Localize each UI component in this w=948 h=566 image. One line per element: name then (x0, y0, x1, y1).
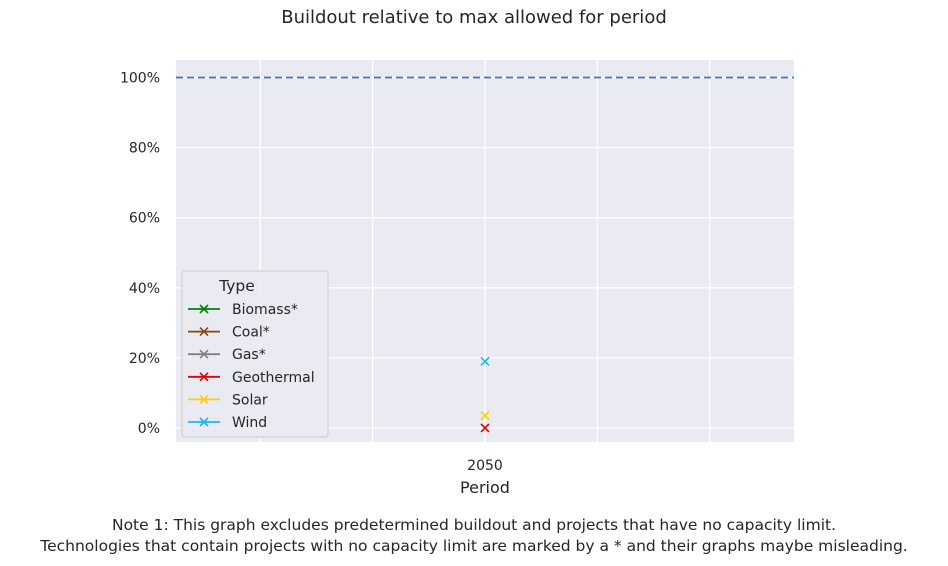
y-tick-label: 0% (138, 421, 160, 437)
legend-swatch-marker (199, 394, 209, 404)
x-tick-label: 2050 (467, 458, 503, 474)
y-tick-label: 20% (129, 351, 160, 367)
x-axis-label: Period (460, 478, 510, 497)
legend-swatch-marker (199, 372, 209, 382)
legend-entry-biomass: Biomass* (188, 302, 298, 318)
legend-title: Type (218, 277, 255, 295)
footnote: Note 1: This graph excludes predetermine… (0, 515, 948, 557)
y-tick-label: 100% (120, 71, 160, 87)
data-point-wind (480, 356, 490, 366)
y-tick-label: 60% (129, 211, 160, 227)
legend-swatch-marker (199, 417, 209, 427)
y-tick-label: 80% (129, 141, 160, 157)
legend-entry-wind: Wind (188, 415, 267, 431)
legend-label: Gas* (232, 347, 266, 363)
y-tick-label: 40% (129, 281, 160, 297)
legend: Type Biomass* Coal* Gas* Geothermal Solar Wind (181, 270, 329, 438)
data-point-solar (480, 411, 490, 421)
legend-entry-coal: Coal* (188, 325, 270, 341)
legend-swatch-marker (199, 327, 209, 337)
plot-area: 0% 20% 40% 60% 80% 100% 2050 Period Type Biomass*… (120, 60, 794, 497)
footnote-line-2: Technologies that contain projects with … (40, 537, 908, 555)
footnote-line-1: Note 1: This graph excludes predetermine… (111, 516, 837, 534)
legend-label: Wind (232, 415, 267, 431)
data-point-geothermal (480, 423, 490, 433)
legend-swatch-marker (199, 304, 209, 314)
legend-entry-gas: Gas* (188, 347, 266, 363)
legend-label: Coal* (232, 325, 270, 341)
legend-label: Geothermal (232, 370, 315, 386)
legend-swatch-marker (199, 349, 209, 359)
chart-title: Buildout relative to max allowed for per… (281, 7, 667, 28)
legend-label: Biomass* (232, 302, 298, 318)
legend-entry-geothermal: Geothermal (188, 370, 315, 386)
legend-label: Solar (232, 392, 268, 408)
legend-box (181, 270, 329, 438)
legend-entry-solar: Solar (188, 392, 268, 408)
